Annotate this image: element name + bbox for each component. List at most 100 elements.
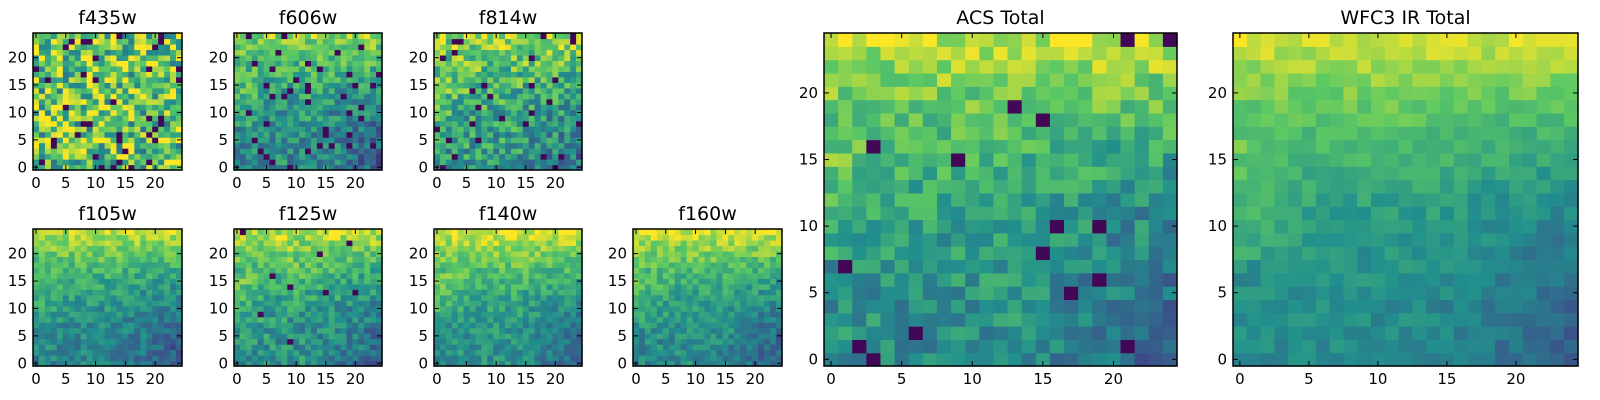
cell (510, 93, 518, 100)
cell (310, 289, 318, 296)
cell (176, 142, 183, 149)
cell (33, 349, 40, 356)
cell (650, 338, 658, 345)
cell (68, 300, 76, 307)
cell (322, 267, 330, 274)
cell (558, 333, 565, 340)
cell (728, 311, 735, 318)
cell (866, 179, 882, 194)
cell (522, 311, 530, 318)
cell (439, 82, 447, 89)
cell (263, 344, 271, 351)
cell (281, 245, 288, 252)
cell (510, 153, 518, 160)
cell (979, 246, 995, 261)
cell (445, 43, 453, 51)
cell (257, 229, 265, 236)
cell (263, 159, 271, 166)
cell (251, 148, 259, 155)
cell (510, 239, 518, 247)
cell (293, 142, 300, 149)
cell (74, 344, 82, 351)
cell (570, 142, 577, 149)
cell (546, 115, 553, 122)
cell (116, 142, 123, 149)
cell (505, 148, 512, 155)
cell (746, 278, 753, 285)
cell (92, 82, 100, 89)
cell (692, 294, 700, 301)
cell (493, 344, 500, 351)
cell (866, 152, 882, 167)
cell (704, 300, 712, 307)
cell (299, 115, 306, 122)
cell (469, 49, 477, 56)
cell (322, 109, 330, 116)
cell (245, 126, 253, 133)
cell (692, 289, 700, 296)
cell (522, 120, 530, 127)
cell (534, 87, 542, 94)
cell (564, 305, 571, 312)
cell (936, 192, 952, 207)
cell (516, 322, 524, 329)
cell (764, 344, 771, 351)
cell (364, 305, 371, 312)
cell (505, 349, 512, 356)
cell (86, 349, 94, 356)
cell (358, 311, 365, 318)
cell (650, 239, 658, 247)
cell (164, 120, 171, 127)
cell (152, 245, 159, 252)
cell (824, 152, 839, 167)
cell (140, 305, 147, 312)
cell (316, 283, 324, 290)
cell (746, 344, 753, 351)
cell (340, 159, 348, 166)
cell (287, 289, 294, 296)
cell (234, 93, 241, 100)
cell (493, 289, 500, 296)
cell (475, 229, 482, 236)
cell (668, 229, 676, 236)
cell (564, 355, 571, 362)
cell (734, 239, 741, 247)
cell (140, 159, 147, 166)
cell (516, 278, 524, 285)
cell (838, 179, 853, 194)
cell (245, 305, 253, 312)
cell (334, 148, 342, 155)
cell (328, 261, 336, 268)
cell (638, 338, 646, 345)
cell (158, 115, 165, 122)
cell (722, 338, 729, 345)
cell (704, 355, 712, 362)
cell (633, 289, 640, 296)
cell (340, 142, 348, 149)
cell (80, 159, 88, 166)
cell (528, 272, 536, 279)
cell (439, 322, 447, 329)
cell (451, 137, 459, 144)
cell (263, 327, 271, 334)
cell (522, 49, 530, 56)
cell (68, 250, 76, 257)
cell (263, 261, 271, 268)
cell (505, 126, 512, 133)
cell (239, 126, 247, 133)
cell (475, 300, 482, 307)
cell (740, 256, 747, 263)
cell (499, 338, 506, 345)
cell (62, 98, 70, 105)
cell (740, 300, 747, 307)
cell (257, 338, 265, 345)
cell (322, 43, 330, 51)
cell (275, 120, 282, 127)
cell (1120, 299, 1136, 314)
cell (251, 278, 259, 285)
cell (1078, 166, 1093, 181)
cell (469, 250, 477, 257)
cell (152, 120, 159, 127)
cell (293, 289, 300, 296)
cell (481, 104, 488, 111)
